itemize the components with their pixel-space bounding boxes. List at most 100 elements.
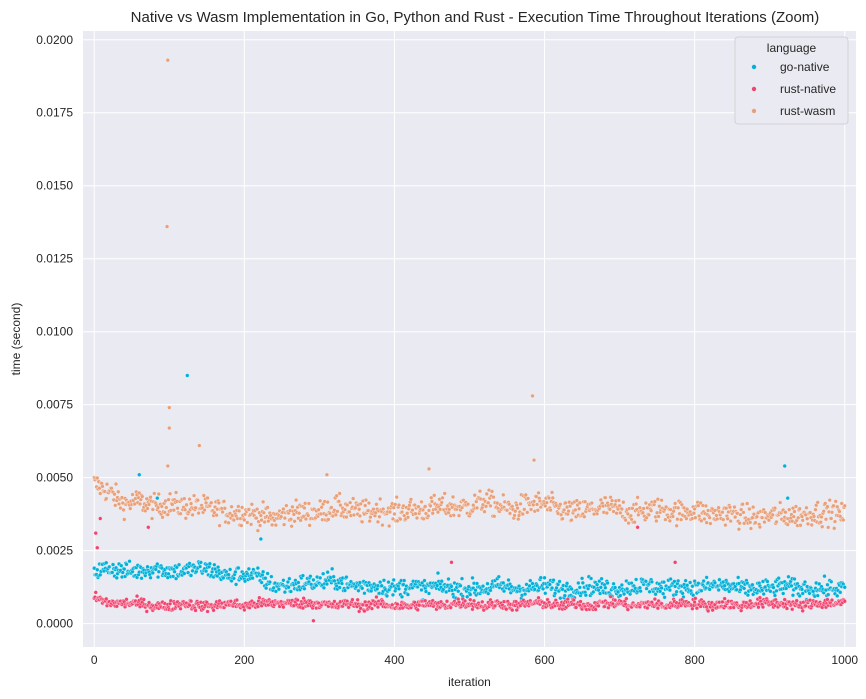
data-point: [480, 599, 485, 604]
data-point: [435, 571, 441, 576]
data-point: [377, 514, 382, 519]
data-point: [625, 511, 630, 516]
data-point: [375, 519, 380, 524]
data-point: [736, 575, 741, 580]
data-point: [674, 523, 679, 528]
data-point: [416, 504, 421, 509]
data-point: [100, 484, 105, 489]
legend-marker: [751, 108, 757, 114]
data-point: [240, 505, 245, 510]
data-point: [367, 519, 372, 524]
data-point: [690, 584, 695, 589]
data-point: [644, 586, 649, 591]
data-point: [366, 508, 371, 513]
chart-title: Native vs Wasm Implementation in Go, Pyt…: [131, 9, 820, 26]
data-point: [550, 495, 555, 500]
data-point: [791, 514, 796, 519]
data-point: [355, 597, 360, 602]
x-tick-label: 800: [685, 653, 705, 667]
data-point: [237, 508, 242, 513]
data-point: [733, 515, 738, 520]
data-point: [842, 585, 847, 590]
data-point: [644, 515, 649, 520]
data-point: [800, 608, 805, 613]
data-point: [831, 503, 836, 508]
data-point: [294, 498, 299, 503]
data-point: [124, 597, 129, 602]
data-point: [202, 507, 207, 513]
data-point: [619, 506, 624, 512]
data-point: [119, 563, 124, 568]
data-point: [222, 506, 227, 511]
data-point: [318, 575, 323, 580]
data-point: [291, 512, 296, 517]
data-point: [760, 588, 765, 593]
data-point: [234, 598, 239, 603]
data-point: [112, 492, 117, 497]
data-point: [134, 594, 140, 599]
data-point: [98, 572, 103, 577]
data-point: [540, 586, 546, 591]
data-point: [357, 507, 362, 512]
data-point: [632, 520, 637, 525]
data-point: [797, 506, 802, 511]
data-point: [805, 521, 811, 526]
data-point: [621, 500, 626, 505]
data-point: [446, 577, 451, 582]
outlier-point: [324, 472, 329, 477]
data-point: [637, 585, 642, 590]
data-point: [144, 609, 149, 614]
data-point: [255, 566, 260, 571]
data-point: [596, 588, 601, 593]
data-point: [638, 589, 643, 594]
data-point: [811, 514, 817, 519]
data-point: [820, 524, 825, 529]
data-point: [405, 592, 411, 597]
data-point: [281, 605, 286, 610]
data-point: [192, 493, 197, 498]
data-point: [288, 517, 293, 522]
data-point: [536, 490, 541, 495]
data-point: [739, 507, 744, 512]
data-point: [321, 571, 326, 576]
data-point: [324, 582, 329, 587]
data-point: [768, 589, 773, 594]
data-point: [456, 589, 461, 594]
data-point: [155, 561, 160, 567]
data-point: [303, 501, 308, 506]
data-point: [799, 514, 805, 519]
data-point: [558, 502, 563, 507]
data-point: [381, 578, 386, 583]
data-point: [212, 562, 217, 567]
data-point: [236, 565, 241, 571]
data-point: [392, 511, 397, 517]
data-point: [306, 501, 311, 506]
data-point: [486, 500, 491, 505]
data-point: [796, 515, 801, 520]
data-point: [374, 594, 379, 600]
data-point: [426, 591, 432, 596]
data-point: [589, 501, 594, 506]
data-point: [676, 578, 681, 583]
x-tick-labels: 0 200 400 600 800 1000: [91, 653, 858, 667]
data-point: [308, 574, 313, 579]
y-tick-label: 0.0025: [36, 544, 73, 558]
data-point: [589, 576, 594, 581]
data-point: [815, 500, 820, 505]
data-point: [435, 583, 440, 588]
data-point: [525, 510, 530, 515]
data-point: [116, 501, 122, 507]
data-point: [577, 506, 582, 511]
data-point: [358, 501, 363, 506]
data-point: [378, 580, 383, 585]
data-point: [611, 509, 616, 514]
data-point: [516, 517, 521, 522]
data-point: [577, 585, 582, 590]
data-point: [177, 562, 182, 567]
data-point: [295, 597, 300, 603]
data-point: [643, 579, 648, 584]
data-point: [273, 589, 278, 594]
data-point: [670, 514, 675, 519]
data-point: [772, 506, 777, 511]
data-point: [150, 507, 155, 512]
